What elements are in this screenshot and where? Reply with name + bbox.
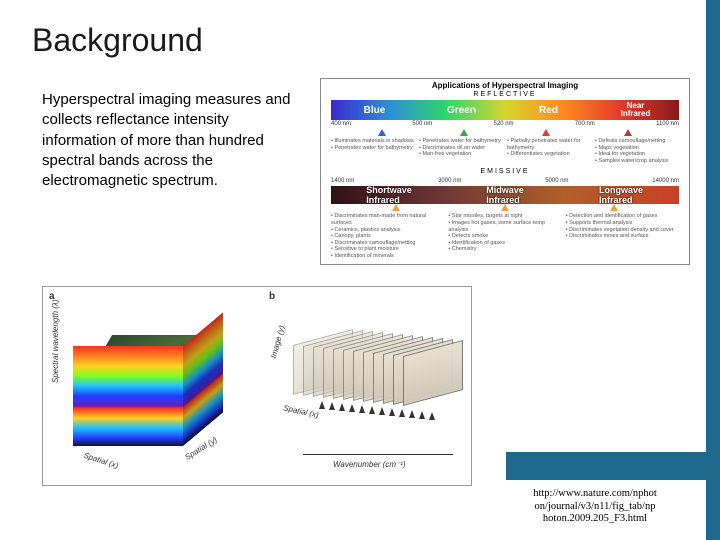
vnir-band-label: Blue [331,100,418,120]
slice-arrow-icon [359,405,365,413]
slice-arrow-icon [409,410,415,418]
wavenumber-axis [303,454,453,455]
wavelength-label: 1400 nm [331,178,354,184]
accent-sidebar [706,0,720,540]
band-description: • Discriminates man-made from natural su… [331,213,444,259]
band-description: • Illuminates materials in shadows• Pene… [331,138,415,164]
slice-arrow-icon [329,402,335,410]
ir-band-label: LongwaveInfrared [563,186,679,204]
band-description: • Detection and identification of gases•… [566,213,679,259]
wavelength-label: 500 nm [412,121,432,127]
wavelength-label: 700 nm [575,121,595,127]
ir-wavelengths: 1400 nm 3000 nm 5000 nm 14000 nm [331,178,679,184]
b-axis-wn: Wavenumber (cm⁻¹) [333,460,406,469]
vnir-band-label: NearInfrared [592,100,679,120]
reflective-label: REFLECTIVE [321,91,689,100]
vnir-band-label: Green [418,100,505,120]
slice-arrow-icon [339,403,345,411]
ir-descriptions: • Discriminates man-made from natural su… [331,213,679,259]
ir-band-label: MidwaveInfrared [447,186,563,204]
datacube-figure: a b Spectral wavelength (λ) Spatial (x) … [42,286,472,486]
hyperspectral-cube: Spectral wavelength (λ) Spatial (x) Spat… [73,313,233,463]
vnir-band-label: Red [505,100,592,120]
panel-b-label: b [269,291,275,302]
vnir-descriptions: • Illuminates materials in shadows• Pene… [331,138,679,164]
slice-arrow-icon [389,408,395,416]
cube-front-face [73,346,183,446]
vnir-spectrum-bar: BlueGreenRedNearInfrared [331,100,679,120]
slice-arrow-icon [349,404,355,412]
band-arrow-icon [501,204,509,211]
wavelength-label: 14000 nm [652,178,679,184]
band-arrow-icon [542,129,550,136]
spectrum-figure: Applications of Hyperspectral Imaging RE… [320,78,690,265]
slice-arrow-icon [369,406,375,414]
band-arrow-icon [378,129,386,136]
ir-arrows [341,204,669,211]
slide-title: Background [32,22,203,59]
band-arrow-icon [624,129,632,136]
citation-text: http://www.nature.com/nphot on/journal/v… [500,488,690,526]
emissive-label: EMISSIVE [321,168,689,177]
b-axis-y: Image (y) [269,324,286,359]
band-arrow-icon [610,204,618,211]
band-description: • Defeats camouflage/netting• Maps veget… [595,138,679,164]
unfolded-slices: Image (y) Spatial (x) Wavenumber (cm⁻¹) [283,317,463,467]
slice-arrow-icon [429,412,435,420]
band-arrow-icon [392,204,400,211]
vnir-wavelengths: 400 nm 500 nm 520 nm 700 nm 1100 nm [331,121,679,127]
band-arrow-icon [460,129,468,136]
accent-block [506,452,706,480]
wavelength-label: 1100 nm [656,121,679,127]
wavelength-label: 5000 nm [545,178,568,184]
slice-arrow-icon [319,401,325,409]
body-paragraph: Hyperspectral imaging measures and colle… [42,90,302,191]
band-description: • Partially penetrates water for bathyme… [507,138,591,164]
wavelength-label: 3000 nm [438,178,461,184]
spectrum-title: Applications of Hyperspectral Imaging [321,79,689,91]
wavelength-label: 520 nm [494,121,514,127]
slice-arrow-icon [379,407,385,415]
axis-z-label: Spectral wavelength (λ) [51,299,60,383]
cube-side-face [183,312,223,446]
ir-spectrum-bar: ShortwaveInfraredMidwaveInfraredLongwave… [331,186,679,204]
vnir-arrows [341,129,669,136]
slice-arrow-icon [399,409,405,417]
b-axis-x: Spatial (x) [282,403,319,419]
slice-arrow-icon [419,411,425,419]
axis-x-label: Spatial (x) [82,451,119,471]
band-description: • Penetrates water for bathymetry• Discr… [419,138,503,164]
band-description: • Star missiles, targets at night• Image… [448,213,561,259]
ir-band-label: ShortwaveInfrared [331,186,447,204]
wavelength-label: 400 nm [331,121,351,127]
